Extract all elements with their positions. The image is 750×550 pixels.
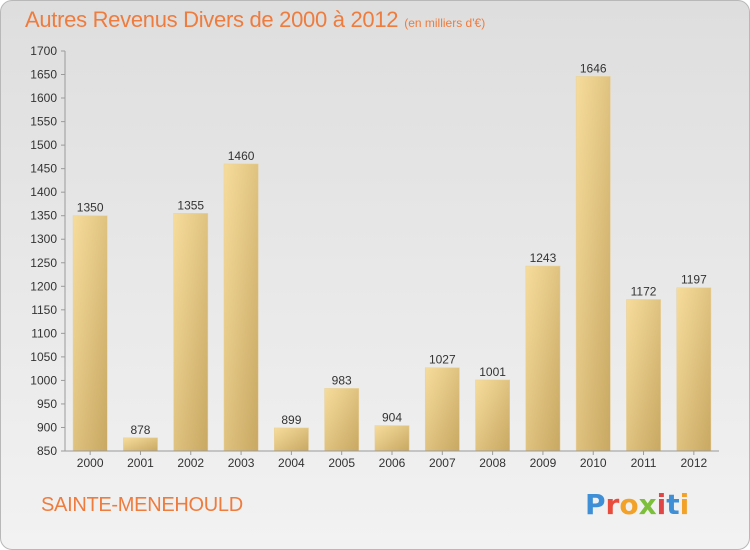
x-tick-label: 2000 bbox=[77, 456, 104, 470]
chart-title: Autres Revenus Divers de 2000 à 2012 bbox=[25, 7, 399, 32]
x-tick-label: 2007 bbox=[429, 456, 456, 470]
bar bbox=[223, 163, 259, 452]
y-tick-label: 1650 bbox=[30, 68, 57, 82]
x-axis: 2000 2001 2002 2003 2004 2005 2006 2007 2008 2009… bbox=[65, 450, 719, 470]
proxiti-logo: Proxiti bbox=[585, 488, 689, 521]
value-label: 1243 bbox=[530, 251, 557, 265]
value-label: 983 bbox=[332, 373, 352, 387]
logo-letter: P bbox=[585, 488, 606, 521]
y-axis: 850 900 950 1000 1050 1100 1150 1200 1250 1300 135… bbox=[30, 44, 66, 458]
value-label: 899 bbox=[281, 413, 301, 427]
logo-letter: o bbox=[619, 488, 639, 521]
y-tick-label: 1050 bbox=[30, 350, 57, 364]
bar bbox=[374, 425, 410, 452]
logo-letter: t bbox=[666, 488, 680, 521]
bar bbox=[72, 215, 108, 452]
bar bbox=[274, 427, 309, 452]
y-tick-label: 950 bbox=[37, 397, 57, 411]
bar bbox=[676, 287, 712, 452]
value-label: 1355 bbox=[177, 198, 204, 212]
chart-unit: (en milliers d'€) bbox=[404, 16, 486, 30]
x-tick-label: 2012 bbox=[680, 456, 707, 470]
value-label: 1350 bbox=[77, 201, 104, 215]
y-tick-label: 1350 bbox=[30, 209, 57, 223]
logo-letter: i bbox=[656, 488, 667, 521]
bar bbox=[475, 379, 510, 452]
x-tick-label: 2009 bbox=[530, 456, 557, 470]
value-label: 1197 bbox=[681, 273, 707, 287]
x-tick-label: 2008 bbox=[479, 456, 506, 470]
y-tick-label: 1600 bbox=[30, 91, 57, 105]
bar bbox=[626, 299, 661, 452]
x-tick-label: 2010 bbox=[580, 456, 607, 470]
logo-letter: i bbox=[679, 488, 690, 521]
x-tick-label: 2003 bbox=[228, 456, 255, 470]
commune-name: SAINTE-MENEHOULD bbox=[41, 494, 243, 516]
x-tick-label: 2011 bbox=[631, 456, 657, 470]
x-tick-label: 2006 bbox=[379, 456, 406, 470]
value-label: 1001 bbox=[479, 365, 506, 379]
y-tick-label: 1200 bbox=[30, 279, 57, 293]
value-label: 1646 bbox=[580, 61, 607, 75]
chart-title-row: Autres Revenus Divers de 2000 à 2012 (en … bbox=[25, 7, 485, 33]
y-tick-label: 1400 bbox=[30, 185, 57, 199]
logo-letter: r bbox=[605, 488, 620, 521]
bar bbox=[575, 76, 611, 452]
bar bbox=[324, 388, 360, 452]
y-tick-label: 1450 bbox=[30, 162, 57, 176]
bars: 1350 878 1355 1460 899 983 904 1027 1001 1243 1646… bbox=[72, 61, 712, 452]
y-tick-label: 850 bbox=[37, 444, 57, 458]
bar bbox=[173, 213, 209, 452]
y-tick-label: 1500 bbox=[30, 138, 57, 152]
bar bbox=[424, 367, 460, 452]
value-label: 1172 bbox=[631, 284, 657, 298]
y-tick-label: 1300 bbox=[30, 232, 57, 246]
y-tick-label: 900 bbox=[37, 420, 57, 434]
y-tick-label: 1250 bbox=[30, 256, 57, 270]
value-label: 878 bbox=[130, 423, 150, 437]
value-label: 1027 bbox=[429, 353, 456, 367]
y-tick-label: 1550 bbox=[30, 115, 57, 129]
value-label: 904 bbox=[382, 411, 402, 425]
y-tick-label: 1150 bbox=[31, 303, 57, 317]
value-label: 1460 bbox=[228, 149, 255, 163]
x-tick-label: 2002 bbox=[177, 456, 204, 470]
x-tick-label: 2004 bbox=[278, 456, 305, 470]
bar bbox=[123, 437, 158, 452]
logo-letter: x bbox=[638, 488, 657, 521]
x-tick-label: 2001 bbox=[127, 456, 154, 470]
y-tick-label: 1000 bbox=[30, 373, 57, 387]
y-tick-label: 1100 bbox=[31, 326, 57, 340]
x-tick-label: 2005 bbox=[328, 456, 355, 470]
bar bbox=[525, 265, 561, 452]
y-tick-label: 1700 bbox=[30, 44, 57, 58]
